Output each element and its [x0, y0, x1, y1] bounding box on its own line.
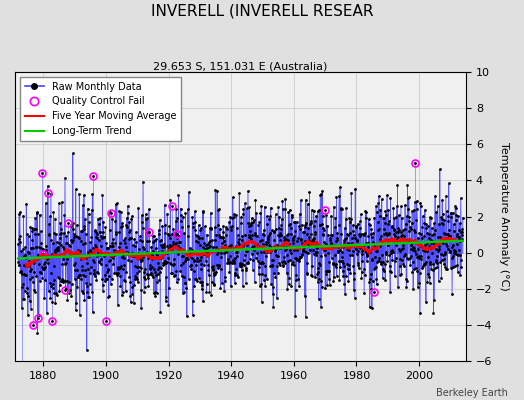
Text: INVERELL (INVERELL RESEAR: INVERELL (INVERELL RESEAR: [151, 4, 373, 19]
Legend: Raw Monthly Data, Quality Control Fail, Five Year Moving Average, Long-Term Tren: Raw Monthly Data, Quality Control Fail, …: [20, 77, 181, 141]
Title: 29.653 S, 151.031 E (Australia): 29.653 S, 151.031 E (Australia): [154, 61, 328, 71]
Y-axis label: Temperature Anomaly (°C): Temperature Anomaly (°C): [499, 142, 509, 291]
Text: Berkeley Earth: Berkeley Earth: [436, 388, 508, 398]
